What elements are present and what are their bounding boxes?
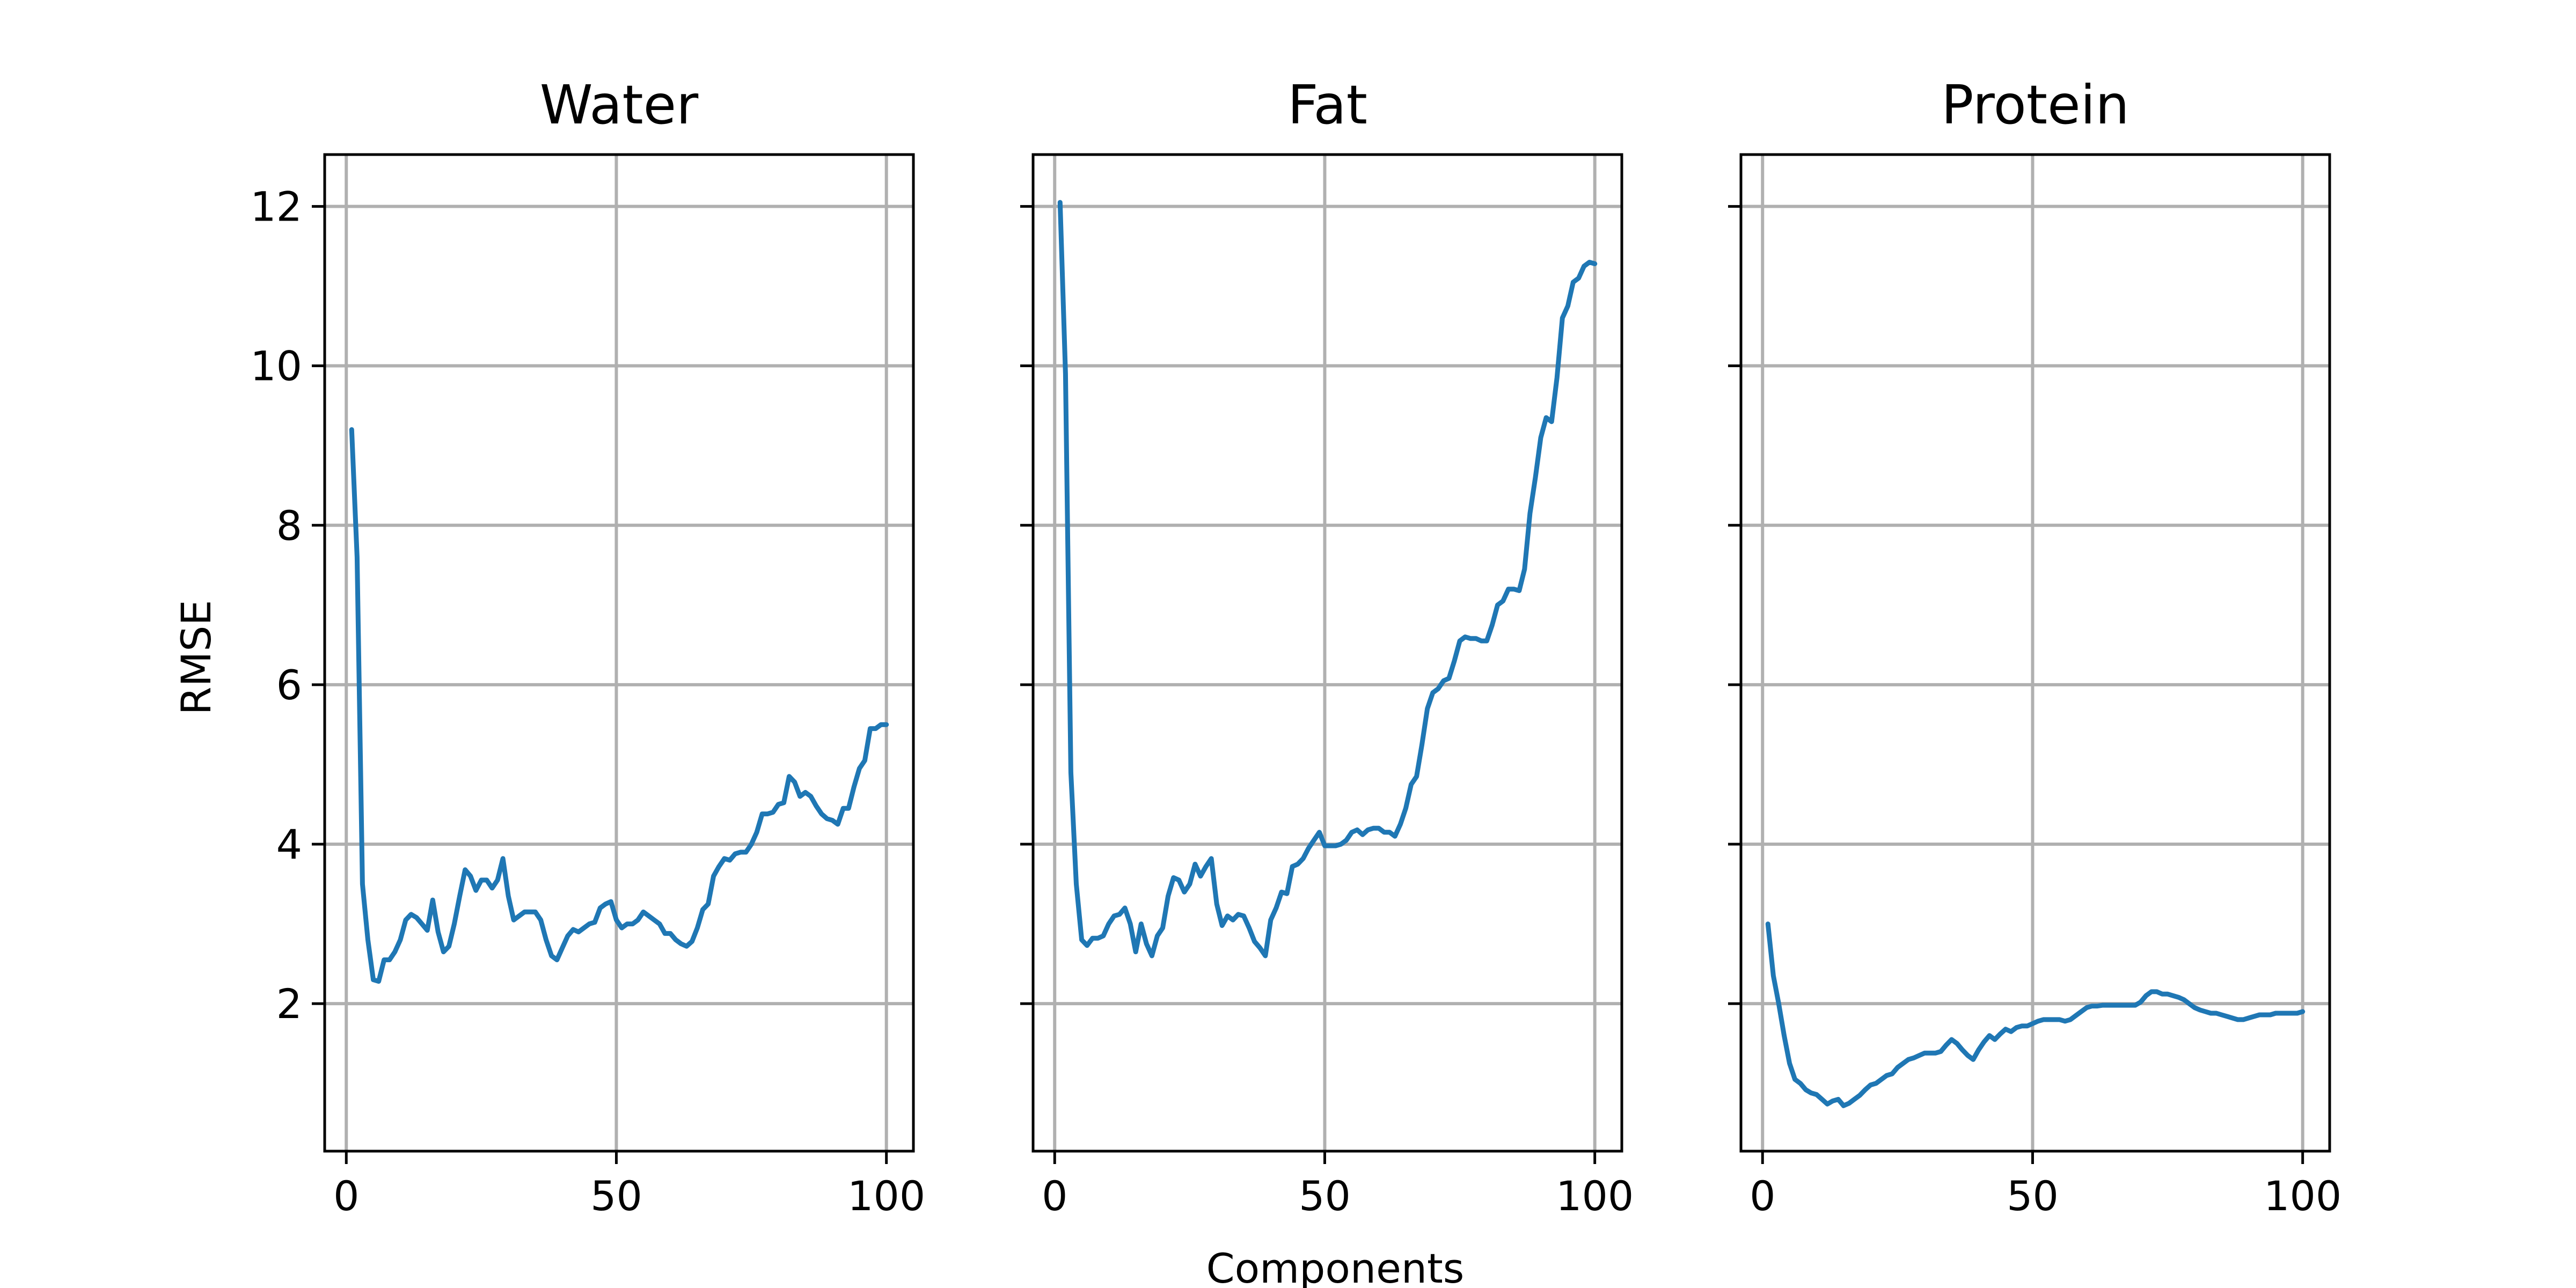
panel-protein: 0 50 100 Protein	[1728, 74, 2341, 1220]
x-tick-label: 50	[590, 1172, 642, 1220]
y-tick-label: 10	[250, 342, 302, 390]
panel-title: Protein	[1941, 74, 2129, 136]
x-tick-label: 0	[333, 1172, 359, 1220]
y-tick-label: 6	[276, 661, 302, 709]
x-tick-label: 50	[2007, 1172, 2059, 1220]
y-tick-label: 8	[276, 502, 302, 550]
x-tick-label: 0	[1750, 1172, 1775, 1220]
x-tick-label: 50	[1299, 1172, 1351, 1220]
x-tick-label: 100	[1556, 1172, 1634, 1220]
x-tick-label: 100	[2264, 1172, 2341, 1220]
series-line-fat	[1057, 200, 1598, 958]
axes-frame	[323, 153, 915, 1153]
x-tick-label: 0	[1042, 1172, 1067, 1220]
panels-group: 0 50 100 2 4 6 8 10 12 Water 0 50 100 Fat 0 50 100 Protei…	[250, 74, 2341, 1220]
series-line-water	[349, 427, 889, 984]
panel-title: Water	[540, 74, 699, 136]
panel-water: 0 50 100 2 4 6 8 10 12 Water	[250, 74, 925, 1220]
x-axis-label: Components	[1206, 1245, 1465, 1288]
axes-frame	[1031, 153, 1623, 1153]
y-tick-label: 12	[250, 183, 302, 231]
y-tick-label: 2	[276, 980, 302, 1028]
y-axis-label: RMSE	[172, 600, 220, 715]
panel-title: Fat	[1287, 74, 1367, 136]
y-tick-label: 4	[276, 821, 302, 868]
panel-fat: 0 50 100 Fat	[1020, 74, 1634, 1220]
series-line-protein	[1765, 921, 2306, 1108]
axes-frame	[1739, 153, 2331, 1153]
x-tick-label: 100	[847, 1172, 925, 1220]
